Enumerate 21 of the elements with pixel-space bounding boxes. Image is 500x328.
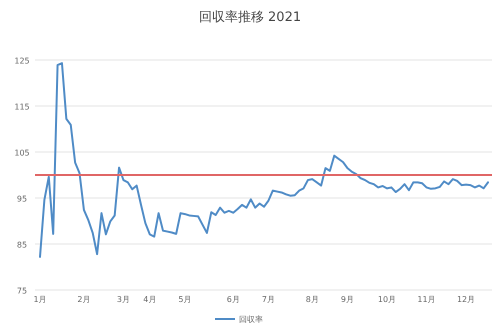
y-tick-label: 125 [14,56,30,66]
x-tick-label: 4月 [143,295,156,304]
x-tick-label: 2月 [77,295,90,304]
x-tick-label: 1月 [33,295,47,304]
y-tick-label: 85 [16,240,28,250]
chart-title: 回収率推移 2021 [198,9,302,25]
legend-label: 回収率 [239,315,263,324]
x-tick-label: 9月 [340,295,354,304]
x-tick-label: 8月 [306,295,319,304]
x-tick-label: 3月 [116,295,130,304]
x-tick-label: 12月 [456,295,476,304]
y-tick-label: 115 [14,102,30,112]
x-tick-label: 5月 [178,295,192,304]
y-tick-label: 95 [16,194,28,204]
y-tick-label: 105 [14,148,30,158]
x-tick-label: 10月 [378,295,396,304]
y-tick-label: 75 [16,286,28,296]
x-tick-label: 6月 [226,295,240,304]
line-series [39,62,489,258]
x-tick-label: 7月 [262,295,275,304]
x-tick-label: 11月 [417,295,436,304]
